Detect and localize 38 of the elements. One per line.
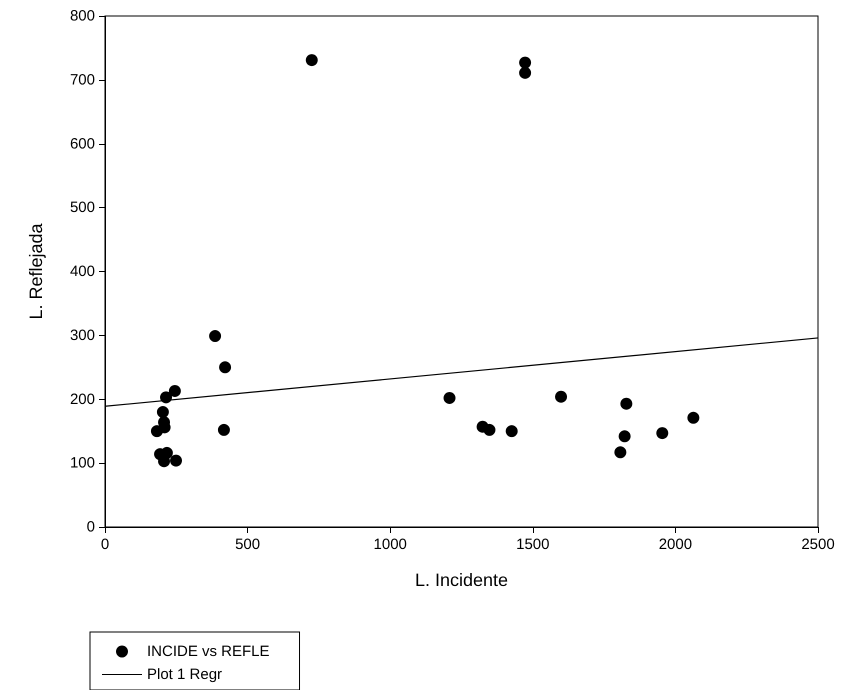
point bbox=[170, 454, 182, 467]
y-tick-label: 100 bbox=[70, 454, 95, 472]
point bbox=[519, 56, 532, 69]
y-tick-label: 400 bbox=[70, 263, 95, 280]
point bbox=[306, 54, 318, 66]
y-tick-label: 700 bbox=[70, 71, 95, 88]
x-tick-label: 1500 bbox=[516, 536, 550, 553]
point bbox=[168, 384, 181, 397]
point bbox=[506, 425, 518, 438]
x-tick-label: 0 bbox=[100, 536, 110, 553]
y-tick-label: 300 bbox=[70, 326, 95, 344]
y-tick-label: 200 bbox=[70, 390, 95, 408]
y-tick-label: 800 bbox=[70, 8, 95, 24]
y-tick-label: 500 bbox=[70, 199, 95, 216]
point bbox=[555, 390, 568, 403]
point bbox=[687, 412, 700, 424]
point bbox=[618, 430, 631, 442]
legend-label: Plot 1 Regr bbox=[147, 666, 222, 683]
point bbox=[620, 398, 632, 410]
point bbox=[444, 392, 456, 404]
point bbox=[209, 330, 222, 342]
y-tick-label: 0 bbox=[86, 518, 95, 536]
x-tick-label: 500 bbox=[235, 536, 260, 553]
point bbox=[219, 361, 232, 374]
x-axis-title: L. Incidente bbox=[414, 570, 508, 590]
y-tick-label: 600 bbox=[70, 135, 95, 152]
x-tick-label: 2500 bbox=[801, 536, 835, 553]
point bbox=[156, 406, 169, 418]
x-tick-label: 1000 bbox=[374, 536, 407, 553]
point bbox=[150, 425, 163, 438]
x-tick-label: 2000 bbox=[658, 536, 692, 553]
point bbox=[483, 424, 496, 436]
y-axis-title: L. Reflejada bbox=[26, 222, 46, 320]
point bbox=[614, 446, 626, 458]
legend-label: INCIDE vs REFLE bbox=[147, 643, 270, 660]
point bbox=[519, 66, 532, 79]
point bbox=[218, 424, 230, 436]
point bbox=[656, 427, 668, 440]
